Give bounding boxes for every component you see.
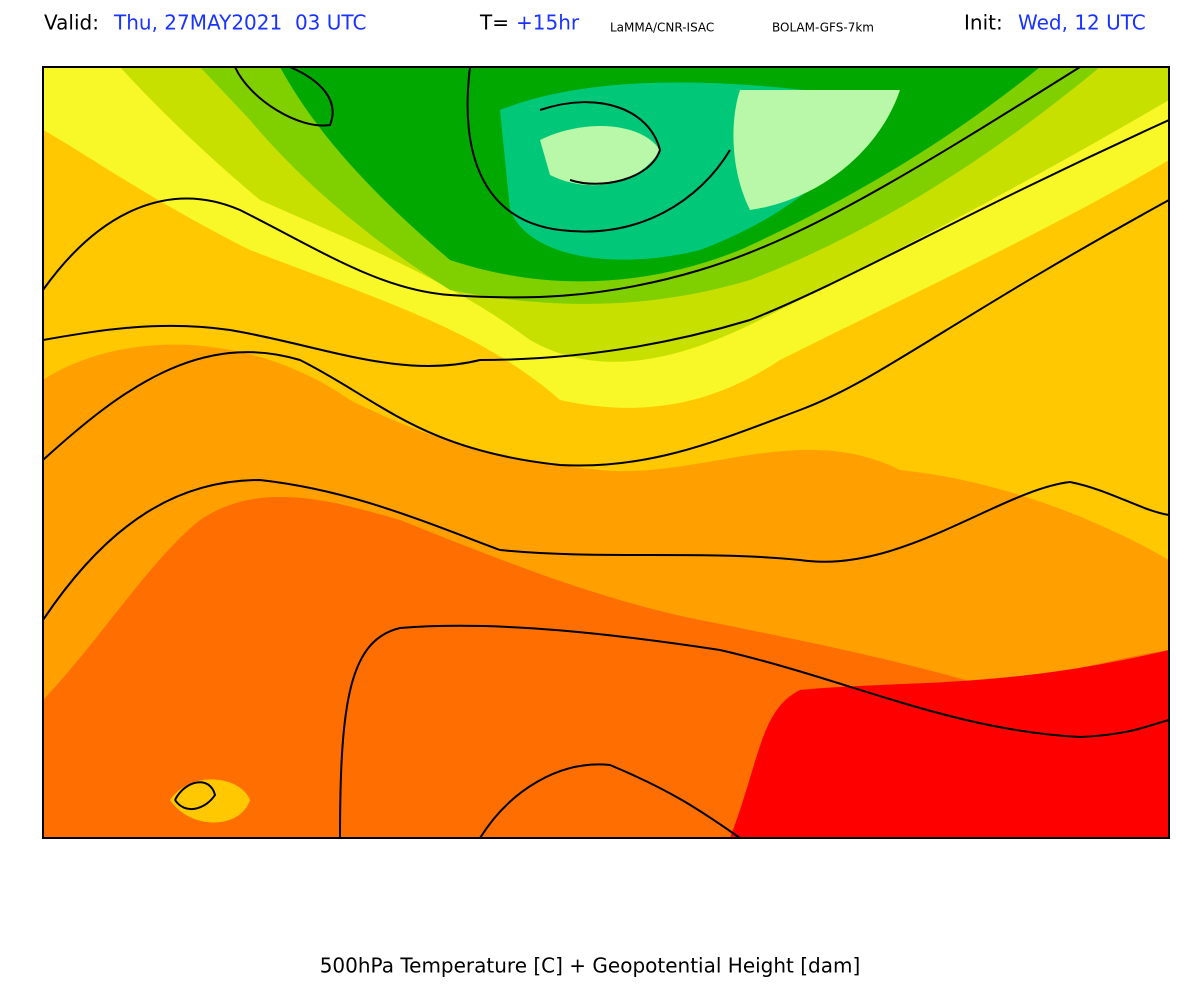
map-frame xyxy=(42,66,1170,839)
step-label: T= xyxy=(479,11,509,35)
source: LaMMA/CNR-ISAC xyxy=(610,21,714,35)
colorbar-title: 500hPa Temperature [C] + Geopotential He… xyxy=(320,954,861,978)
valid-label: Valid: xyxy=(44,11,99,35)
step: +15hr xyxy=(516,11,580,35)
height-contours xyxy=(43,67,1169,838)
init-time: Wed, 12 UTC xyxy=(1018,11,1146,35)
temperature-field xyxy=(43,67,1169,838)
model: BOLAM-GFS-7km xyxy=(772,21,874,35)
init-label: Init: xyxy=(964,11,1003,35)
valid-time: Thu, 27MAY2021 03 UTC xyxy=(113,11,366,35)
